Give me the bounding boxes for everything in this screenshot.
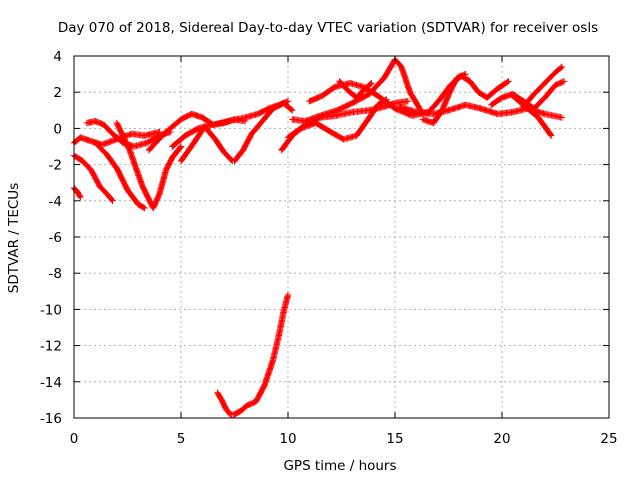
x-axis-label: GPS time / hours [283,458,396,474]
series-arc-m [306,79,431,119]
series-arc-q [419,70,469,127]
tick-labels: 0 5 10 15 20 25 -16 -14 -12 -10 -8 -6 -4 -2 0 2 4 [40,49,618,447]
x-tick-label: 5 [177,431,186,447]
y-tick-label: -8 [49,266,62,282]
y-tick-label: -10 [40,302,62,318]
data-points [70,56,568,418]
y-tick-label: -12 [40,339,62,355]
y-axis-label: SDTVAR / TECUs [6,183,22,293]
series-arc-v [214,291,292,418]
series-arc-t [520,63,566,110]
series-arc-u [70,184,84,201]
series-arc-g [145,110,249,154]
x-tick-label: 15 [386,431,403,447]
y-tick-label: 4 [53,49,62,65]
x-tick-label: 25 [600,431,617,447]
y-tick-label: 0 [53,121,62,137]
series-arc-h [177,123,236,165]
y-tick-label: 2 [53,85,62,101]
x-tick-label: 20 [493,431,510,447]
series-arc-k [289,56,424,125]
x-tick-label: 0 [70,431,79,447]
chart-title: Day 070 of 2018, Sidereal Day-to-day VTE… [58,20,598,36]
series-arc-n [336,78,375,101]
grid-lines [74,56,609,418]
series-arc-l [284,96,390,143]
series-arc-i [231,99,296,165]
series-arc-d [92,139,148,212]
axis-ticks [73,55,610,419]
y-tick-label: -6 [49,230,62,246]
series-arc-s [509,92,555,139]
y-tick-label: -16 [40,411,62,427]
y-tick-label: -2 [49,158,62,174]
y-tick-label: -14 [40,375,62,391]
x-tick-label: 10 [279,431,296,447]
y-tick-label: -4 [49,194,62,210]
series-arc-e [113,119,185,212]
